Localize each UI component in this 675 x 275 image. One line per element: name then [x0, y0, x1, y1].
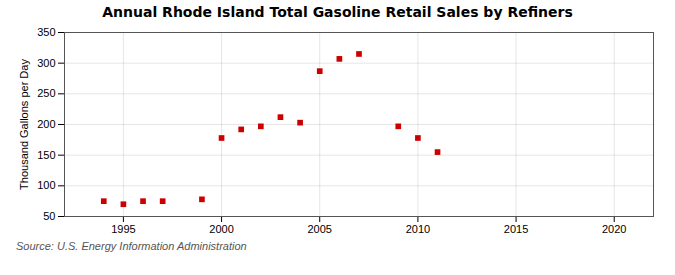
svg-text:2010: 2010	[406, 223, 430, 235]
svg-text:1995: 1995	[111, 223, 135, 235]
svg-text:350: 350	[37, 26, 55, 38]
svg-text:200: 200	[37, 118, 55, 130]
svg-text:300: 300	[37, 57, 55, 69]
svg-text:2005: 2005	[307, 223, 331, 235]
svg-text:250: 250	[37, 87, 55, 99]
svg-text:2000: 2000	[209, 223, 233, 235]
svg-text:Thousand Gallons per Day: Thousand Gallons per Day	[18, 59, 30, 190]
svg-text:2020: 2020	[602, 223, 626, 235]
svg-text:2015: 2015	[504, 223, 528, 235]
html-text:Annual Rhode Island Total Gaso: Annual Rhode Island Total Gasoline Retai…	[102, 4, 573, 20]
svg-text:100: 100	[37, 179, 55, 191]
svg-text:50: 50	[43, 210, 55, 222]
svg-text:150: 150	[37, 149, 55, 161]
html-text:Source: U.S. Energy Informatio: Source: U.S. Energy Information Administ…	[16, 240, 247, 252]
